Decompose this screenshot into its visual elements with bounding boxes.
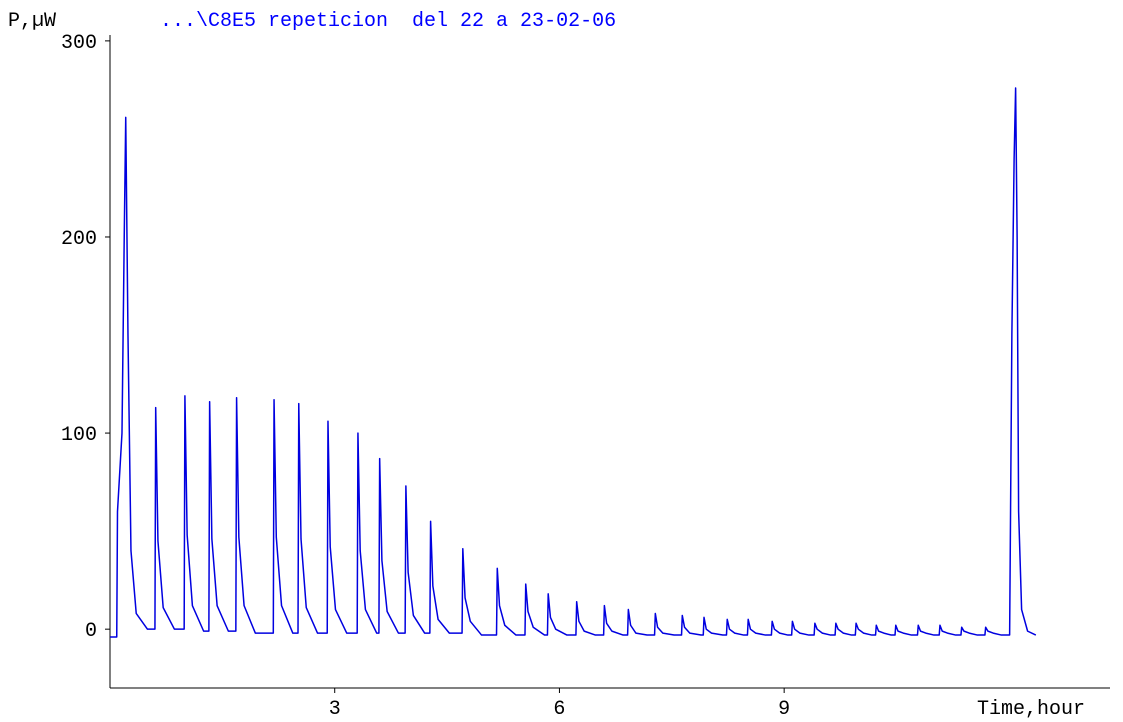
x-tick-label: 9	[778, 698, 790, 721]
y-axis-label: P,µW	[8, 10, 56, 33]
x-tick-label: 6	[553, 698, 565, 721]
x-tick-label: 3	[329, 698, 341, 721]
y-tick-label: 100	[61, 424, 97, 447]
y-tick-label: 0	[85, 620, 97, 643]
x-axis-label: Time,hour	[977, 698, 1085, 721]
data-line	[110, 87, 1037, 638]
y-tick-label: 200	[61, 228, 97, 251]
y-tick-label: 300	[61, 32, 97, 55]
chart-title: ...\C8E5 repeticion del 22 a 23-02-06	[160, 10, 616, 33]
